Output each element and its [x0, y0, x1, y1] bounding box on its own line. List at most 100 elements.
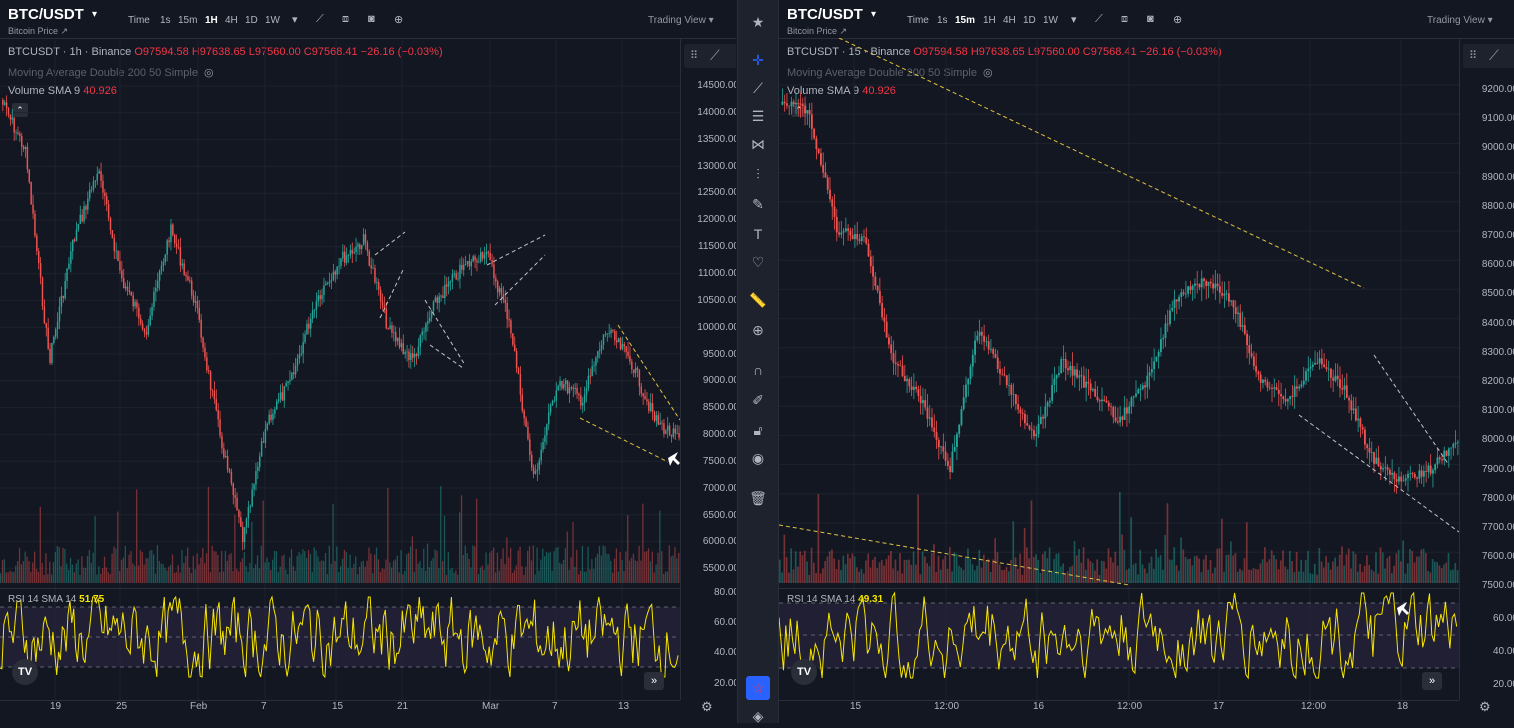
right-time-axis[interactable]: 15 12:00 16 12:00 17 12:00 18 [779, 700, 1459, 723]
tf-time[interactable]: Time [907, 15, 929, 26]
candle-body [37, 251, 40, 264]
magnet-icon[interactable]: ∩ [752, 362, 764, 378]
volume-bar [494, 572, 497, 583]
right-price-axis[interactable]: 9200.00 9100.00 9000.00 8900.00 8800.00 8700.… [1459, 38, 1514, 700]
indicator-icon[interactable]: ⟋ [1095, 13, 1103, 25]
candle-body [241, 526, 244, 543]
volume-bar [60, 565, 62, 583]
candle-body [1388, 469, 1391, 475]
left-price-chart[interactable] [0, 38, 680, 700]
lock-drawing-icon[interactable]: ✐ [752, 392, 764, 408]
crosshair-icon[interactable]: ✛ [752, 52, 764, 68]
trend-line-tool-icon[interactable]: ⟋ [753, 80, 763, 96]
volume-bar [837, 559, 840, 583]
volume-bar [1357, 571, 1359, 583]
symbol-selector[interactable]: BTC/USDT [8, 6, 84, 23]
tf-time[interactable]: Time [128, 15, 150, 26]
chevron-down-icon[interactable]: ▾ [92, 9, 98, 20]
settings-gear-icon[interactable]: ⚙ [1479, 699, 1491, 714]
candle-body [844, 228, 847, 232]
tradingview-logo[interactable]: TV [791, 659, 817, 685]
tf-15m[interactable]: 15m [955, 15, 976, 26]
drawing-handle[interactable]: ⠿ ⟋ [684, 44, 736, 68]
volume-bar [585, 571, 587, 583]
tf-1h[interactable]: 1H [205, 15, 218, 26]
lock-icon[interactable]: 🔓︎ [753, 422, 763, 438]
candle-body [1443, 450, 1446, 461]
brush-icon[interactable]: ✎ [752, 196, 764, 212]
add-icon[interactable]: ⊕ [1173, 14, 1183, 26]
volume-bar [1227, 554, 1230, 583]
favorite-star-active-icon[interactable]: ☆ [746, 676, 770, 700]
pane-separator[interactable] [0, 588, 680, 589]
text-tool-icon[interactable]: T [753, 226, 763, 242]
favorites-star-icon[interactable]: ★ [751, 14, 765, 30]
candle-body [215, 399, 218, 411]
drag-grip-icon[interactable]: ⠿ [690, 50, 699, 62]
candles-icon[interactable]: ⧈ [342, 13, 349, 25]
collapse-legend-button[interactable]: ⌃ [12, 103, 28, 117]
candle-body [338, 266, 340, 267]
volume-bar [1236, 571, 1239, 583]
trendline-icon[interactable]: ⟋ [710, 47, 720, 63]
camera-icon[interactable]: ◙ [1147, 13, 1154, 25]
tf-dropdown-icon[interactable]: ▾ [1071, 14, 1077, 26]
settings-gear-icon[interactable]: ⚙ [701, 699, 713, 714]
right-header-toolbar: BTC/USDT ▾ Bitcoin Price ↗ Time 1s 15m 1… [779, 0, 1514, 39]
candle-body [185, 274, 187, 277]
tf-1d[interactable]: 1D [245, 15, 258, 26]
candle-body [285, 382, 287, 387]
tf-1h[interactable]: 1H [983, 15, 996, 26]
left-time-axis[interactable]: 19 25 Feb 7 15 21 Mar 7 13 [0, 700, 680, 723]
drag-grip-icon[interactable]: ⠿ [1469, 50, 1478, 62]
tf-1w[interactable]: 1W [1043, 15, 1058, 26]
right-chart-pane[interactable]: BTC/USDT ▾ Bitcoin Price ↗ Time 1s 15m 1… [779, 0, 1514, 723]
left-price-axis[interactable]: 14500.00 14000.00 13500.00 13000.00 12500.00… [680, 38, 736, 700]
heart-icon[interactable]: ♡ [751, 254, 765, 270]
volume-bar [606, 553, 608, 583]
tradingview-logo[interactable]: TV [12, 659, 38, 685]
horizontal-lines-icon[interactable]: ☰ [751, 108, 765, 124]
chevron-down-icon[interactable]: ▾ [871, 9, 877, 20]
candle-body [583, 394, 586, 403]
volume-bar [581, 545, 584, 583]
volume-bar [788, 572, 790, 583]
tf-1d[interactable]: 1D [1023, 15, 1036, 26]
scroll-to-realtime-button[interactable]: » [1422, 672, 1442, 690]
trading-view-menu[interactable]: Trading View ▾ [648, 15, 714, 26]
camera-icon[interactable]: ◙ [368, 13, 375, 25]
right-price-chart[interactable] [779, 38, 1459, 700]
drawing-handle[interactable]: ⠿ ⟋ [1463, 44, 1514, 68]
add-icon[interactable]: ⊕ [394, 14, 404, 26]
trash-icon[interactable]: 🗑︎ [749, 490, 767, 506]
ma-legend[interactable]: Moving Average Double 200 50 Simple ◎ [787, 66, 993, 79]
zoom-in-icon[interactable]: ⊕ [752, 322, 764, 338]
eye-icon[interactable]: ◉ [751, 450, 765, 466]
measure-lines-icon[interactable]: ⫶ [756, 166, 760, 182]
tf-4h[interactable]: 4H [1003, 15, 1016, 26]
left-header-toolbar: BTC/USDT ▾ Bitcoin Price ↗ Time 1s 15m 1… [0, 0, 736, 39]
tf-1s[interactable]: 1s [937, 15, 948, 26]
trendline-icon[interactable]: ⟋ [1489, 47, 1499, 63]
candles-icon[interactable]: ⧈ [1121, 13, 1128, 25]
tf-dropdown-icon[interactable]: ▾ [292, 14, 298, 26]
tf-4h[interactable]: 4H [225, 15, 238, 26]
pane-separator[interactable] [779, 588, 1459, 589]
layers-icon[interactable]: ◈ [752, 708, 764, 724]
eye-hidden-icon[interactable]: ◎ [982, 67, 993, 79]
tf-1s[interactable]: 1s [160, 15, 171, 26]
volume-bar [273, 550, 276, 583]
trading-view-menu[interactable]: Trading View ▾ [1427, 15, 1493, 26]
ruler-icon[interactable]: 📏 [749, 292, 767, 308]
candle-body [1112, 406, 1115, 418]
pattern-tool-icon[interactable]: ⋈ [751, 136, 765, 152]
eye-hidden-icon[interactable]: ◎ [203, 67, 214, 79]
tf-15m[interactable]: 15m [178, 15, 198, 26]
left-chart-pane[interactable]: BTC/USDT ▾ Bitcoin Price ↗ Time 1s 15m 1… [0, 0, 736, 723]
candle-body [1223, 293, 1226, 296]
volume-bar [1400, 561, 1402, 583]
tf-1w[interactable]: 1W [265, 15, 280, 26]
indicator-icon[interactable]: ⟋ [316, 13, 324, 25]
symbol-selector[interactable]: BTC/USDT [787, 6, 863, 23]
scroll-to-realtime-button[interactable]: » [644, 672, 664, 690]
